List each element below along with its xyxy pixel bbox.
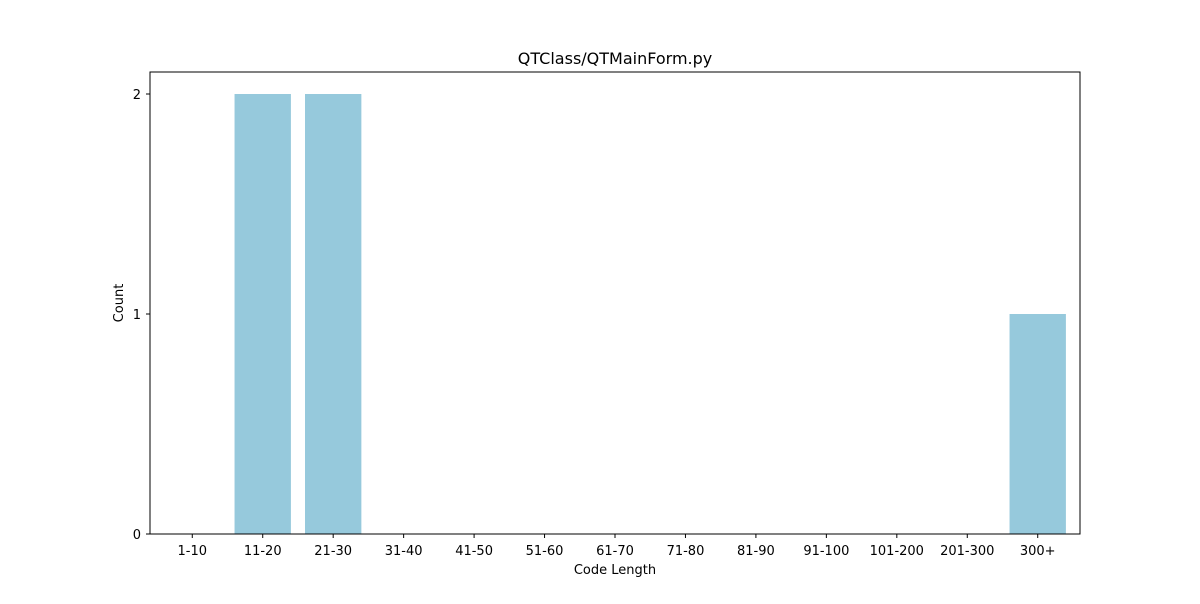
x-tick-label: 21-30	[314, 544, 352, 559]
x-tick-label: 300+	[1020, 544, 1056, 559]
y-axis: 0 1 2	[133, 88, 150, 543]
x-tick-label: 101-200	[870, 544, 924, 559]
bar-21-30	[305, 94, 362, 534]
y-axis-label: Count	[112, 284, 127, 323]
x-tick-label: 51-60	[526, 544, 564, 559]
x-tick-label: 61-70	[596, 544, 634, 559]
bar-11-20	[234, 94, 291, 534]
x-tick-label: 91-100	[803, 544, 849, 559]
x-tick-label: 11-20	[244, 544, 282, 559]
x-tick-label: 41-50	[455, 544, 493, 559]
x-tick-label: 31-40	[385, 544, 423, 559]
x-tick-label: 201-300	[940, 544, 994, 559]
y-tick-label: 1	[133, 308, 141, 323]
x-tick-label: 71-80	[667, 544, 705, 559]
chart-title: QTClass/QTMainForm.py	[518, 49, 713, 68]
x-axis-label: Code Length	[574, 563, 656, 578]
y-tick-label: 2	[133, 88, 141, 103]
x-axis: 1-10 11-20 21-30 31-40 41-50 51-60 61-70 71-80 8…	[178, 534, 1056, 559]
bars-group	[234, 94, 1066, 534]
x-tick-label: 81-90	[737, 544, 775, 559]
x-tick-label: 1-10	[178, 544, 208, 559]
bar-300+	[1009, 314, 1066, 534]
y-tick-label: 0	[133, 528, 141, 543]
